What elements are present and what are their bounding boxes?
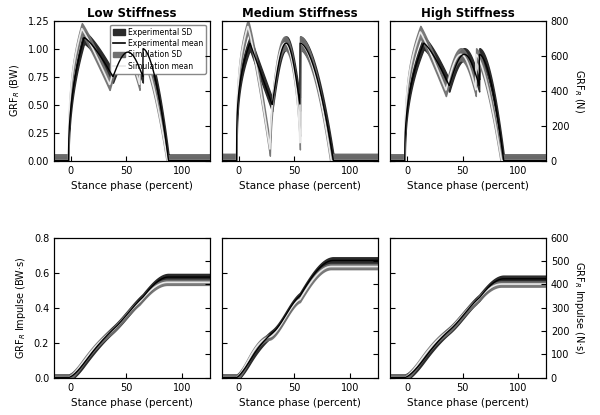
- X-axis label: Stance phase (percent): Stance phase (percent): [239, 398, 361, 408]
- Legend: Experimental SD, Experimental mean, Simulation SD, Simulation mean: Experimental SD, Experimental mean, Simu…: [110, 24, 206, 73]
- Y-axis label: GRF$_R$ (BW): GRF$_R$ (BW): [8, 64, 22, 117]
- X-axis label: Stance phase (percent): Stance phase (percent): [71, 181, 193, 191]
- X-axis label: Stance phase (percent): Stance phase (percent): [407, 181, 529, 191]
- X-axis label: Stance phase (percent): Stance phase (percent): [407, 398, 529, 408]
- Title: Medium Stiffness: Medium Stiffness: [242, 7, 358, 20]
- X-axis label: Stance phase (percent): Stance phase (percent): [71, 398, 193, 408]
- Title: Low Stiffness: Low Stiffness: [87, 7, 176, 20]
- X-axis label: Stance phase (percent): Stance phase (percent): [239, 181, 361, 191]
- Title: High Stiffness: High Stiffness: [421, 7, 515, 20]
- Y-axis label: GRF$_R$ (N): GRF$_R$ (N): [572, 68, 586, 113]
- Y-axis label: GRF$_R$ Impulse (BW·s): GRF$_R$ Impulse (BW·s): [14, 256, 28, 359]
- Y-axis label: GRF$_R$ Impulse (N·s): GRF$_R$ Impulse (N·s): [572, 261, 586, 354]
